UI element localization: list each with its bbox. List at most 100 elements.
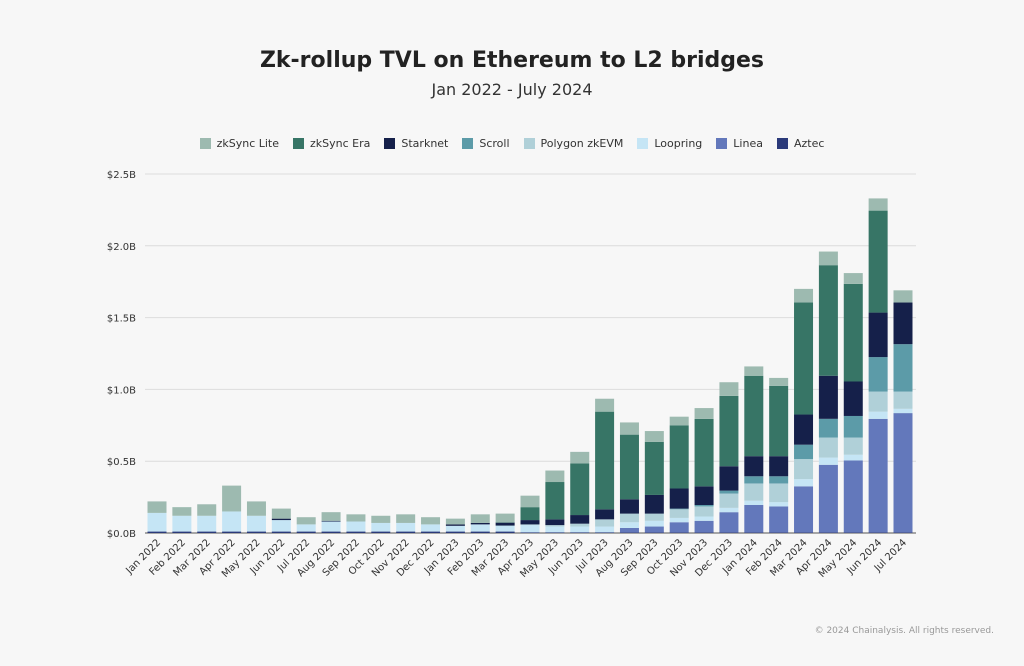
y-tick-label: $2.0B <box>107 242 136 253</box>
bar-segment-aztec <box>421 531 441 533</box>
bar-segment-zksync-lite <box>172 507 192 516</box>
bar-segment-zksync-era <box>719 395 739 467</box>
bar-segment-scroll <box>769 476 789 484</box>
legend-item[interactable]: Starknet <box>384 137 448 150</box>
bar-segment-polygon-zkevm <box>818 437 838 458</box>
bar-segment-zksync-era <box>619 434 639 500</box>
legend-item[interactable]: Loopring <box>637 137 702 150</box>
bar-segment-linea <box>669 522 689 533</box>
legend-label: Linea <box>733 137 763 150</box>
bar-segment-zksync-lite <box>371 515 391 523</box>
bar-segment-polygon-zkevm <box>794 459 814 480</box>
legend-swatch <box>776 138 788 149</box>
bar-segment-zksync-lite <box>794 288 814 303</box>
bar-segment-loopring <box>421 524 441 532</box>
bar-segment-loopring <box>396 522 416 532</box>
bar-segment-scroll <box>818 418 838 438</box>
bar-segment-aztec <box>470 531 490 533</box>
bar-segment-polygon-zkevm <box>619 513 639 523</box>
bar-segment-zksync-era <box>545 482 565 520</box>
bar-segment-linea <box>644 526 664 533</box>
bar-segment-zksync-lite <box>644 431 664 442</box>
bar-segment-aztec <box>570 532 590 533</box>
legend-label: Polygon zkEVM <box>540 137 624 150</box>
bar-segment-loopring <box>868 411 888 419</box>
legend-item[interactable]: Polygon zkEVM <box>523 137 624 150</box>
bar-segment-starknet <box>495 522 515 526</box>
bar-segment-linea <box>719 512 739 533</box>
y-tick-label: $2.5B <box>107 170 136 181</box>
legend-swatch <box>293 138 305 149</box>
bar-segment-loopring <box>570 526 590 533</box>
bar-segment-loopring <box>246 515 266 532</box>
bar-segment-loopring <box>619 522 639 528</box>
bar-segment-zksync-era <box>520 507 540 521</box>
bar-segment-aztec <box>595 532 615 533</box>
bar-segment-loopring <box>719 507 739 513</box>
legend-item[interactable]: zkSync Era <box>293 137 370 150</box>
bar-segment-polygon-zkevm <box>843 437 863 455</box>
bar-segment-aztec <box>371 531 391 533</box>
legend-item[interactable]: zkSync Lite <box>199 137 279 150</box>
bar-segment-loopring <box>843 454 863 461</box>
bar-segment-linea <box>619 527 639 533</box>
bar-segment-zksync-lite <box>495 513 515 523</box>
bar-segment-aztec <box>794 532 814 533</box>
legend-label: Loopring <box>654 137 703 150</box>
legend-swatch <box>637 138 649 149</box>
bar-segment-zksync-lite <box>421 517 441 525</box>
bar-segment-zksync-lite <box>321 512 341 521</box>
bar-segment-loopring <box>893 408 913 414</box>
bar-segment-starknet <box>271 518 291 521</box>
bar-segment-polygon-zkevm <box>570 523 590 527</box>
bar-segment-aztec <box>669 532 689 533</box>
bar-segment-loopring <box>644 520 664 527</box>
y-tick-label: $0.5B <box>107 457 136 468</box>
bar-segment-starknet <box>744 456 764 477</box>
y-tick-label: $1.5B <box>107 314 136 325</box>
bar-segment-zksync-lite <box>669 416 689 426</box>
legend-item[interactable]: Aztec <box>776 137 824 150</box>
bar-segment-aztec <box>769 532 789 533</box>
bar-segment-aztec <box>147 531 167 533</box>
bar-segment-scroll <box>794 444 814 460</box>
bar-segment-linea <box>893 413 913 533</box>
bar-segment-starknet <box>769 456 789 477</box>
bar-segment-loopring <box>495 525 515 532</box>
bar-segment-zksync-lite <box>843 273 863 284</box>
bar-segment-linea <box>868 418 888 533</box>
bar-segment-starknet <box>843 381 863 416</box>
bar-segment-linea <box>744 504 764 533</box>
bar-segment-starknet <box>818 375 838 419</box>
bar-segment-zksync-era <box>744 375 764 457</box>
bar-segment-loopring <box>222 511 242 532</box>
bar-segment-zksync-era <box>843 283 863 382</box>
bar-segment-loopring <box>595 526 615 533</box>
bar-segment-polygon-zkevm <box>694 506 714 517</box>
bar-segment-zksync-era <box>818 265 838 376</box>
bar-segment-scroll <box>694 504 714 507</box>
bar-segment-aztec <box>719 532 739 533</box>
bar-segment-aztec <box>396 531 416 533</box>
bar-segment-loopring <box>470 524 490 532</box>
bar-segment-aztec <box>520 532 540 533</box>
bar-segment-zksync-lite <box>818 251 838 266</box>
bar-segment-linea <box>769 506 789 533</box>
legend-item[interactable]: Linea <box>716 137 763 150</box>
bar-segment-starknet <box>669 488 689 509</box>
bar-segment-zksync-lite <box>719 382 739 396</box>
bar-segment-scroll <box>843 415 863 438</box>
bar-segment-zksync-era <box>644 441 664 495</box>
bar-segment-aztec <box>271 531 291 533</box>
bar-segment-zksync-lite <box>868 198 888 211</box>
bar-segment-starknet <box>321 520 341 522</box>
bar-segment-zksync-lite <box>445 518 465 525</box>
bar-segment-zksync-lite <box>296 517 316 525</box>
bar-segment-aztec <box>321 531 341 533</box>
legend-item[interactable]: Scroll <box>462 137 510 150</box>
bar-segment-scroll <box>669 508 689 510</box>
bar-segment-polygon-zkevm <box>868 391 888 412</box>
bar-segment-starknet <box>719 466 739 491</box>
